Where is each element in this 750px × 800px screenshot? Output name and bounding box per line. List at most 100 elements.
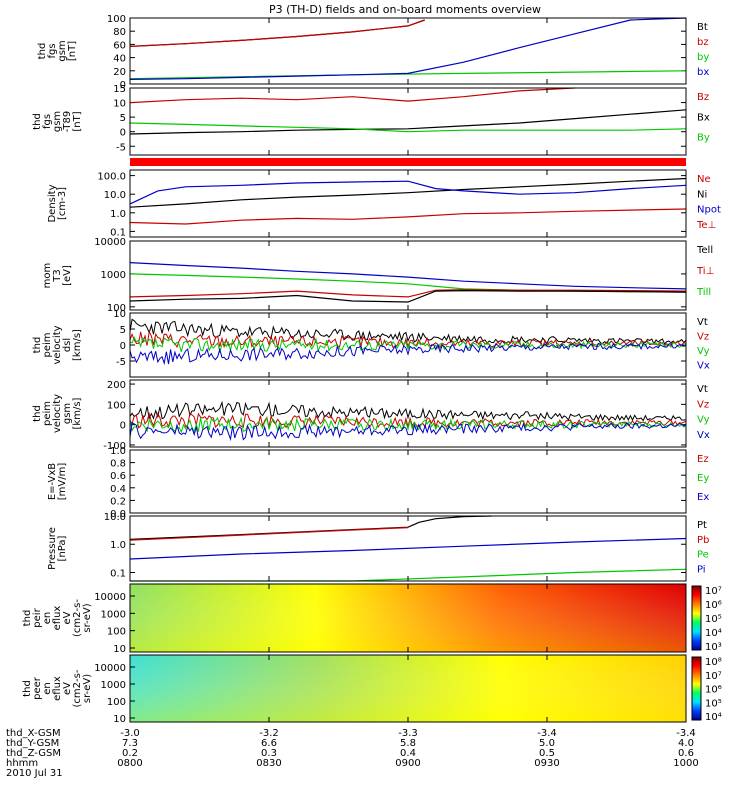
colorbar-tick-label: 10⁷ bbox=[705, 671, 722, 682]
y-axis-label: peim bbox=[42, 332, 53, 357]
y-tick-label: 1000 bbox=[101, 680, 126, 691]
panel-frame bbox=[129, 240, 687, 311]
y-tick-label: 0.6 bbox=[110, 471, 126, 482]
colorbar-tick-label: 10⁷ bbox=[705, 586, 722, 597]
series-Ti⊥ bbox=[129, 262, 687, 290]
y-tick-label: 100 bbox=[107, 303, 126, 314]
y-tick-label: 0.8 bbox=[110, 459, 126, 470]
ephemeris-value: 0.4 bbox=[400, 748, 416, 759]
y-axis-label: -T89 bbox=[62, 111, 73, 133]
y-axis-label: sr-eV) bbox=[82, 603, 93, 632]
ephemeris-label: thd_Y-GSM bbox=[6, 738, 59, 749]
y-tick-label: -5 bbox=[116, 357, 126, 368]
y-axis-label: [mV/m] bbox=[57, 463, 68, 501]
panel-velocity-gsm: -100 0 100 200 Vt Vz Vy Vx thd peim velocity gsm [km… bbox=[32, 379, 710, 452]
ephemeris-value: -3.3 bbox=[398, 728, 418, 739]
y-tick-label: 15 bbox=[113, 84, 126, 95]
legend-item: Pe bbox=[697, 550, 709, 561]
panel-frame bbox=[129, 87, 687, 156]
legend-item: Tell bbox=[696, 245, 713, 256]
ephemeris-label: hhmm bbox=[6, 758, 38, 769]
y-axis-label: velocity bbox=[52, 325, 63, 364]
legend-item: Bt bbox=[697, 22, 708, 33]
y-tick-label: 100 bbox=[107, 14, 126, 25]
y-tick-label: 0.4 bbox=[110, 484, 126, 495]
y-tick-label: 100 bbox=[107, 400, 126, 411]
legend-item: Pt bbox=[697, 520, 707, 531]
series-Vx bbox=[129, 422, 687, 442]
y-tick-label: 10000 bbox=[94, 237, 126, 248]
colorbar-peer-efl bbox=[691, 656, 702, 721]
y-axis-label: en bbox=[42, 612, 53, 625]
y-axis-label: thd bbox=[37, 43, 48, 60]
y-axis-label: dsl bbox=[62, 338, 73, 352]
ephemeris-value: 0.3 bbox=[261, 748, 277, 759]
y-tick-label: 5 bbox=[120, 113, 126, 124]
series-Vt bbox=[129, 318, 687, 346]
y-tick-label: 0.2 bbox=[110, 496, 126, 507]
series-Ni bbox=[129, 177, 687, 208]
y-axis-label: velocity bbox=[52, 394, 63, 433]
y-axis-label: thd bbox=[32, 113, 43, 130]
ephemeris-value: 0930 bbox=[534, 758, 559, 769]
y-axis-label: [eV] bbox=[62, 265, 73, 286]
colorbar-tick-label: 10⁴ bbox=[705, 712, 722, 723]
y-tick-label: 1.0 bbox=[110, 209, 126, 220]
legend-item: by bbox=[697, 52, 709, 63]
y-tick-label: 10000 bbox=[94, 663, 126, 674]
panel-frame bbox=[129, 169, 687, 238]
ephemeris-value: 0830 bbox=[256, 758, 281, 769]
colorbar-tick-label: 10⁵ bbox=[705, 614, 722, 625]
ephemeris-value: 0800 bbox=[117, 758, 142, 769]
y-tick-label: 100 bbox=[107, 627, 126, 638]
legend-item: bz bbox=[697, 37, 709, 48]
colorbar-peir-efl bbox=[691, 585, 702, 651]
y-axis-label: Pressure bbox=[47, 527, 58, 570]
legend-item: Pb bbox=[697, 535, 709, 546]
ephemeris-value: -3.0 bbox=[120, 728, 140, 739]
ephemeris-label: thd_Z-GSM bbox=[6, 748, 61, 759]
panel-frame bbox=[129, 449, 687, 514]
y-axis-label: [nT] bbox=[72, 111, 83, 131]
panel-peir-efl: 10³ 10⁴ 10⁵ 10⁶ 10⁷ 10 100 1000 10000 thd peir en ef… bbox=[22, 583, 722, 655]
series-Pt bbox=[129, 515, 492, 540]
y-axis-label: thd bbox=[22, 610, 33, 627]
ephemeris-value: 1000 bbox=[673, 758, 698, 769]
y-axis-label: thd bbox=[22, 680, 33, 697]
y-tick-label: 10000 bbox=[94, 592, 126, 603]
series-By bbox=[129, 122, 687, 133]
ephemeris-value: 0.6 bbox=[678, 748, 694, 759]
y-tick-label: 5 bbox=[120, 325, 126, 336]
y-tick-label: 0.1 bbox=[110, 568, 126, 579]
y-axis-label: eV bbox=[62, 682, 73, 695]
legend-item: Pi bbox=[697, 564, 706, 575]
y-tick-label: 100.0 bbox=[97, 172, 126, 183]
series-Vy bbox=[129, 416, 687, 434]
legend-item: Vz bbox=[697, 399, 709, 410]
legend-item: Ni bbox=[697, 189, 707, 200]
y-axis-label: T3 bbox=[52, 269, 63, 282]
y-tick-label: 20 bbox=[113, 67, 126, 78]
legend-item: Vy bbox=[697, 415, 710, 426]
ephemeris-value: 0.5 bbox=[539, 748, 555, 759]
legend-item: Npot bbox=[697, 205, 721, 216]
legend-item: Vx bbox=[697, 430, 710, 441]
series-Vx bbox=[129, 342, 687, 366]
y-tick-label: 80 bbox=[113, 27, 126, 38]
heatmap-shade-peir-efl bbox=[130, 584, 686, 652]
series-Pi bbox=[129, 537, 687, 560]
y-tick-label: 1000 bbox=[101, 270, 126, 281]
y-tick-label: 200 bbox=[107, 380, 126, 391]
legend-item: bx bbox=[697, 67, 709, 78]
y-axis-label: [km/s] bbox=[72, 397, 83, 429]
y-tick-label: 10 bbox=[113, 309, 126, 320]
y-tick-label: -100 bbox=[103, 441, 126, 452]
y-tick-label: 0 bbox=[120, 421, 126, 432]
series-bz bbox=[129, 19, 425, 47]
ephemeris-value: 0.2 bbox=[122, 748, 138, 759]
series-Pb bbox=[129, 527, 409, 541]
y-axis-label: sr-eV) bbox=[82, 674, 93, 703]
legend-item: Ez bbox=[697, 454, 709, 465]
y-axis-label: peir bbox=[32, 607, 43, 627]
series-Vy bbox=[129, 336, 687, 354]
